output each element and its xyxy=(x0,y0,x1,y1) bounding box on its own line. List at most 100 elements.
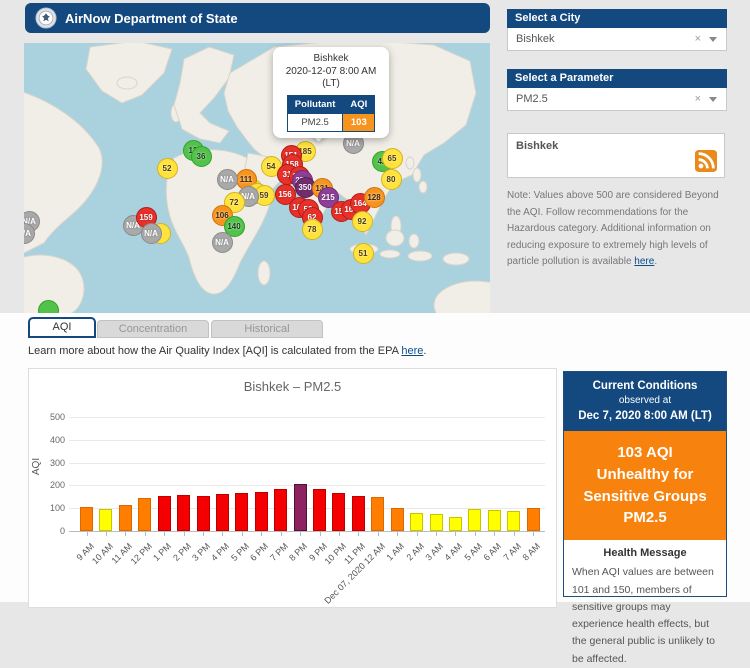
x-tick xyxy=(261,532,263,536)
chart-bar[interactable] xyxy=(448,516,462,531)
city-panel: Select a City Bishkek × xyxy=(507,9,727,51)
x-tick xyxy=(280,532,282,536)
chart-bar[interactable] xyxy=(99,509,113,531)
learn-more-text: Learn more about how the Air Quality Ind… xyxy=(28,345,427,357)
x-tick xyxy=(300,532,302,536)
map-marker[interactable]: 51 xyxy=(352,242,374,264)
y-tick-label: 500 xyxy=(49,412,65,422)
map-marker[interactable]: 140 xyxy=(223,215,245,237)
aqi-note: Note: Values above 500 are considered Be… xyxy=(507,190,719,267)
x-tick xyxy=(144,532,146,536)
chart-bar[interactable] xyxy=(293,483,307,531)
city-chevron-down-icon[interactable] xyxy=(709,36,717,42)
map-marker[interactable] xyxy=(37,299,59,313)
map-tiles xyxy=(24,43,490,313)
chart-bar[interactable] xyxy=(80,507,93,531)
map-marker[interactable]: 156 xyxy=(274,183,296,205)
popup-pollutant-header: Pollutant xyxy=(286,94,344,114)
chart-bar[interactable] xyxy=(274,489,288,531)
chart-bar[interactable] xyxy=(526,507,540,531)
map-marker[interactable]: N/A xyxy=(140,222,162,244)
gridline xyxy=(69,417,545,418)
y-tick-label: 400 xyxy=(49,434,65,445)
x-tick xyxy=(125,532,127,536)
chart-bar[interactable] xyxy=(235,492,249,531)
popup-aqi-header: AQI xyxy=(342,94,376,114)
chart-bar[interactable] xyxy=(332,492,346,531)
chart-bar[interactable] xyxy=(468,509,482,531)
x-tick xyxy=(86,532,88,536)
chart-bar[interactable] xyxy=(157,495,171,531)
x-tick xyxy=(358,532,360,536)
city-select[interactable]: Bishkek × xyxy=(507,28,727,51)
conditions-datetime: Dec 7, 2020 8:00 AM (LT) xyxy=(578,410,712,423)
map-marker[interactable]: 128 xyxy=(363,186,385,208)
y-tick-label: 200 xyxy=(49,480,65,491)
x-tick xyxy=(222,532,224,536)
city-clear-icon[interactable]: × xyxy=(694,33,701,45)
chart-bar[interactable] xyxy=(507,511,521,531)
parameter-panel: Select a Parameter PM2.5 × xyxy=(507,69,727,111)
popup-aqi-table: Pollutant AQI PM2.5 103 xyxy=(286,94,376,132)
tab-historical[interactable]: Historical xyxy=(211,320,323,338)
popup-pollutant-value: PM2.5 xyxy=(286,112,344,132)
parameter-chevron-down-icon[interactable] xyxy=(709,96,717,102)
chart-bar[interactable] xyxy=(351,495,365,531)
rss-icon[interactable] xyxy=(695,150,717,172)
health-message-body: When AQI values are between 101 and 150,… xyxy=(572,566,716,665)
y-tick-label: 100 xyxy=(49,503,65,514)
chart-bar[interactable] xyxy=(487,510,501,531)
x-tick xyxy=(319,532,321,536)
note-here-link[interactable]: here xyxy=(634,256,655,267)
app-title[interactable]: AirNow Department of State xyxy=(65,10,238,26)
chart-bar[interactable] xyxy=(429,514,443,531)
map-popup: Bishkek 2020-12-07 8:00 AM (LT) Pollutan… xyxy=(273,47,389,138)
map-marker[interactable]: 52 xyxy=(156,157,178,179)
chart-bar[interactable] xyxy=(371,497,385,531)
map-marker[interactable]: 80 xyxy=(380,168,402,190)
chart-title: Bishkek – PM2.5 xyxy=(243,379,342,394)
gridline xyxy=(69,485,545,487)
map-marker[interactable]: N/A xyxy=(216,168,238,190)
health-message-title: Health Message xyxy=(603,547,687,560)
chart-bar[interactable] xyxy=(196,496,210,531)
chart-bar[interactable] xyxy=(215,494,229,531)
chart-bar[interactable] xyxy=(313,489,327,531)
chart-bar[interactable] xyxy=(177,494,191,531)
chart-bar[interactable] xyxy=(254,492,268,531)
city-panel-title: Select a City xyxy=(507,9,727,28)
parameter-select-value: PM2.5 xyxy=(516,93,548,105)
x-tick xyxy=(338,532,340,536)
map-marker[interactable]: 36 xyxy=(190,145,212,167)
conditions-aqi-pollutant: PM2.5 xyxy=(623,509,667,527)
current-conditions-panel: Current Conditions observed at Dec 7, 20… xyxy=(563,371,727,665)
health-message-block: Health Message When AQI values are betwe… xyxy=(564,540,726,668)
x-tick xyxy=(241,532,243,536)
chart-bar[interactable] xyxy=(118,504,132,531)
tab-concentration[interactable]: Concentration xyxy=(97,320,209,338)
conditions-aqi-value: 103 AQI xyxy=(617,444,673,462)
chart-bar[interactable] xyxy=(138,497,152,531)
map-marker[interactable]: N/A xyxy=(211,231,233,253)
gridline xyxy=(69,439,545,441)
tab-aqi[interactable]: AQI xyxy=(28,317,96,338)
popup-datetime: 2020-12-07 8:00 AM xyxy=(285,65,377,77)
state-department-seal-icon xyxy=(35,7,57,29)
x-tick xyxy=(397,532,399,536)
x-tick xyxy=(513,532,515,536)
chart-bar[interactable] xyxy=(410,512,424,531)
map-marker[interactable]: 215 xyxy=(317,186,339,208)
map-marker[interactable]: 92 xyxy=(351,210,373,232)
map-marker[interactable]: 65 xyxy=(381,147,403,169)
parameter-clear-icon[interactable]: × xyxy=(694,93,701,105)
parameter-select[interactable]: PM2.5 × xyxy=(507,88,727,111)
note-text: Note: Values above 500 are considered Be… xyxy=(507,190,719,267)
map-marker[interactable]: 78 xyxy=(301,218,323,240)
learn-here-link[interactable]: here xyxy=(401,345,424,357)
y-tick-label: 0 xyxy=(59,526,65,536)
world-aqi-map[interactable]: N/AN/A133652N/A1596N/A86111N/A2159N/A721… xyxy=(24,43,490,313)
chart-bar[interactable] xyxy=(390,507,404,531)
parameter-panel-title: Select a Parameter xyxy=(507,69,727,88)
gridline xyxy=(69,508,545,510)
aqi-bar-chart: Bishkek – PM2.5 AQI 0 100 200 300 400 500 9 AM… xyxy=(28,368,557,608)
